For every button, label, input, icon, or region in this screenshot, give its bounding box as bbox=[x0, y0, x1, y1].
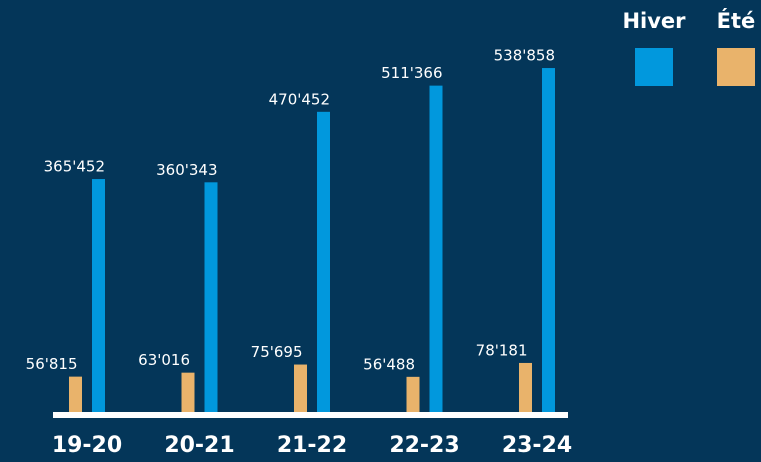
x-tick-label: 20-21 bbox=[164, 433, 234, 458]
x-tick-label: 22-23 bbox=[389, 433, 459, 458]
value-label: 470'452 bbox=[269, 90, 330, 108]
value-label: 78'181 bbox=[476, 341, 528, 359]
bar bbox=[406, 376, 420, 413]
legend-swatch bbox=[717, 48, 755, 86]
bar bbox=[204, 182, 218, 413]
x-tick-label: 23-24 bbox=[502, 433, 572, 458]
bar bbox=[317, 111, 330, 413]
value-label: 360'343 bbox=[156, 161, 217, 179]
bar bbox=[181, 372, 195, 413]
legend-label: Hiver bbox=[622, 9, 686, 33]
value-label: 63'016 bbox=[138, 351, 190, 369]
bar bbox=[429, 85, 443, 413]
value-label: 56'815 bbox=[26, 355, 78, 373]
x-tick-label: 21-22 bbox=[277, 433, 347, 458]
bar bbox=[542, 68, 555, 413]
value-label: 75'695 bbox=[251, 343, 303, 361]
value-label: 511'366 bbox=[381, 64, 442, 82]
baseline bbox=[53, 412, 568, 418]
value-label: 56'488 bbox=[363, 355, 415, 373]
bar bbox=[519, 362, 532, 413]
bar bbox=[294, 364, 307, 413]
x-tick-label: 19-20 bbox=[52, 433, 122, 458]
bar bbox=[69, 376, 82, 413]
value-label: 538'858 bbox=[494, 47, 555, 65]
legend-label: Été bbox=[717, 8, 756, 33]
bar bbox=[92, 179, 105, 413]
legend-swatch bbox=[635, 48, 673, 86]
value-label: 365'452 bbox=[44, 158, 105, 176]
